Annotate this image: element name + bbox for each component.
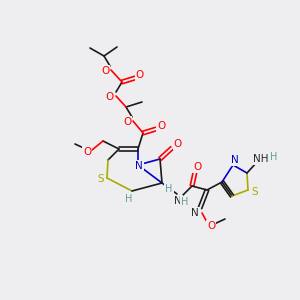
Text: H: H [181,197,189,207]
Text: O: O [174,139,182,149]
Text: O: O [123,117,131,127]
Text: N: N [135,161,143,171]
Text: O: O [207,221,215,231]
Text: O: O [136,70,144,80]
Text: H: H [270,152,278,162]
Text: N: N [174,196,182,206]
Text: O: O [157,121,165,131]
Text: O: O [83,147,91,157]
Text: S: S [98,174,104,184]
Text: S: S [252,187,258,197]
Text: O: O [193,162,201,172]
Text: O: O [101,66,109,76]
Text: N: N [191,208,199,218]
Text: N: N [231,155,239,165]
Text: NH: NH [253,154,269,164]
Text: H: H [125,194,133,204]
Text: H: H [165,184,173,194]
Text: O: O [106,92,114,102]
